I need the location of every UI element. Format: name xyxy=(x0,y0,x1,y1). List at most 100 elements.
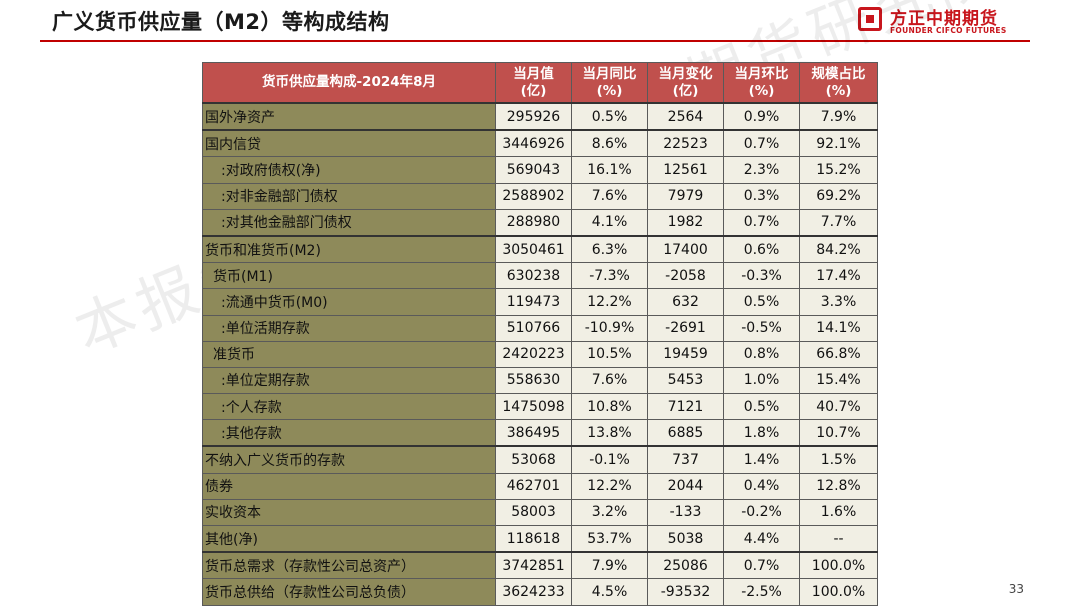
cell-share: 15.2% xyxy=(799,156,878,184)
cell-share: 1.6% xyxy=(799,498,878,527)
cell-change: 12561 xyxy=(647,156,724,184)
cell-change: 25086 xyxy=(647,551,724,580)
cell-mom: -2.5% xyxy=(723,578,800,606)
cell-change: 737 xyxy=(647,445,724,474)
cell-share: 7.7% xyxy=(799,208,878,237)
row-label: 其他(净) xyxy=(202,525,496,553)
cell-yoy: -10.9% xyxy=(571,314,648,342)
cell-change: 7121 xyxy=(647,393,724,421)
table-row: :对非金融部门债权 2588902 7.6% 7979 0.3% 69.2% xyxy=(202,182,878,210)
cell-share: 17.4% xyxy=(799,262,878,290)
row-label: :对其他金融部门债权 xyxy=(202,208,496,237)
cell-yoy: 0.5% xyxy=(571,101,648,131)
cell-mom: 0.6% xyxy=(723,234,800,264)
header-change: 当月变化 (亿) xyxy=(647,62,724,104)
table-row: :流通中货币(M0) 119473 12.2% 632 0.5% 3.3% xyxy=(202,288,878,316)
founder-logo-icon xyxy=(858,7,882,31)
cell-share: -- xyxy=(799,525,878,553)
row-label: :个人存款 xyxy=(202,393,496,421)
cell-yoy: 7.6% xyxy=(571,182,648,210)
cell-value: 295926 xyxy=(495,101,572,131)
table-row: 准货币 2420223 10.5% 19459 0.8% 66.8% xyxy=(202,340,878,368)
cell-yoy: 4.5% xyxy=(571,578,648,606)
cell-share: 3.3% xyxy=(799,288,878,316)
cell-change: 1982 xyxy=(647,208,724,237)
table-row: :单位活期存款 510766 -10.9% -2691 -0.5% 14.1% xyxy=(202,314,878,342)
cell-share: 100.0% xyxy=(799,551,878,580)
header-share: 规模占比 (%) xyxy=(799,62,878,104)
cell-yoy: -7.3% xyxy=(571,262,648,290)
table-row: :对政府债权(净) 569043 16.1% 12561 2.3% 15.2% xyxy=(202,156,878,184)
cell-change: 2564 xyxy=(647,101,724,131)
cell-yoy: 6.3% xyxy=(571,234,648,264)
cell-mom: 0.7% xyxy=(723,129,800,158)
cell-change: 17400 xyxy=(647,234,724,264)
cell-yoy: 4.1% xyxy=(571,208,648,237)
cell-mom: 0.8% xyxy=(723,340,800,368)
cell-mom: 1.8% xyxy=(723,419,800,447)
cell-share: 15.4% xyxy=(799,366,878,395)
cell-value: 288980 xyxy=(495,208,572,237)
row-label: 准货币 xyxy=(202,340,496,368)
table-row: 货币和准货币(M2) 3050461 6.3% 17400 0.6% 84.2% xyxy=(202,234,878,264)
table-header-row: 货币供应量构成-2024年8月 当月值 (亿) 当月同比 (%) 当月变化 (亿) 当… xyxy=(202,62,878,104)
cell-change: 7979 xyxy=(647,182,724,210)
cell-change: 2044 xyxy=(647,472,724,500)
table-row: :其他存款 386495 13.8% 6885 1.8% 10.7% xyxy=(202,419,878,447)
table-row: :个人存款 1475098 10.8% 7121 0.5% 40.7% xyxy=(202,393,878,421)
cell-change: 22523 xyxy=(647,129,724,158)
header-yoy: 当月同比 (%) xyxy=(571,62,648,104)
cell-share: 10.7% xyxy=(799,419,878,447)
cell-value: 569043 xyxy=(495,156,572,184)
table-row: 货币(M1) 630238 -7.3% -2058 -0.3% 17.4% xyxy=(202,262,878,290)
cell-share: 12.8% xyxy=(799,472,878,500)
cell-yoy: 12.2% xyxy=(571,472,648,500)
cell-yoy: 10.8% xyxy=(571,393,648,421)
cell-value: 118618 xyxy=(495,525,572,553)
cell-mom: 0.4% xyxy=(723,472,800,500)
row-label: :流通中货币(M0) xyxy=(202,288,496,316)
cell-mom: 1.4% xyxy=(723,445,800,474)
cell-value: 2420223 xyxy=(495,340,572,368)
cell-share: 69.2% xyxy=(799,182,878,210)
cell-mom: 0.9% xyxy=(723,101,800,131)
cell-value: 510766 xyxy=(495,314,572,342)
cell-change: -2058 xyxy=(647,262,724,290)
cell-mom: 2.3% xyxy=(723,156,800,184)
cell-value: 53068 xyxy=(495,445,572,474)
cell-yoy: 7.6% xyxy=(571,366,648,395)
cell-yoy: 53.7% xyxy=(571,525,648,553)
cell-change: 632 xyxy=(647,288,724,316)
cell-change: 6885 xyxy=(647,419,724,447)
cell-value: 2588902 xyxy=(495,182,572,210)
row-label: 国内信贷 xyxy=(202,129,496,158)
row-label: 货币总供给（存款性公司总负债） xyxy=(202,578,496,606)
table-row: 国内信贷 3446926 8.6% 22523 0.7% 92.1% xyxy=(202,129,878,158)
cell-value: 3624233 xyxy=(495,578,572,606)
cell-share: 7.9% xyxy=(799,101,878,131)
cell-mom: 1.0% xyxy=(723,366,800,395)
cell-mom: 0.7% xyxy=(723,208,800,237)
cell-mom: -0.5% xyxy=(723,314,800,342)
cell-value: 3446926 xyxy=(495,129,572,158)
cell-mom: -0.2% xyxy=(723,498,800,527)
table-row: 货币总需求（存款性公司总资产） 3742851 7.9% 25086 0.7% 100.0… xyxy=(202,551,878,580)
table-group: 货币总需求（存款性公司总资产） 3742851 7.9% 25086 0.7% 100.0… xyxy=(202,551,878,606)
row-label: 国外净资产 xyxy=(202,101,496,131)
cell-change: -2691 xyxy=(647,314,724,342)
page-title: 广义货币供应量（M2）等构成结构 xyxy=(52,10,390,34)
logo-text-cn: 方正中期期货 xyxy=(890,9,998,29)
cell-value: 386495 xyxy=(495,419,572,447)
row-label: :单位活期存款 xyxy=(202,314,496,342)
cell-share: 92.1% xyxy=(799,129,878,158)
cell-share: 100.0% xyxy=(799,578,878,606)
cell-value: 3742851 xyxy=(495,551,572,580)
title-divider xyxy=(40,40,1030,42)
cell-yoy: 10.5% xyxy=(571,340,648,368)
header-value: 当月值 (亿) xyxy=(495,62,572,104)
row-label: :对非金融部门债权 xyxy=(202,182,496,210)
cell-share: 66.8% xyxy=(799,340,878,368)
cell-share: 1.5% xyxy=(799,445,878,474)
cell-change: -93532 xyxy=(647,578,724,606)
cell-change: 5453 xyxy=(647,366,724,395)
